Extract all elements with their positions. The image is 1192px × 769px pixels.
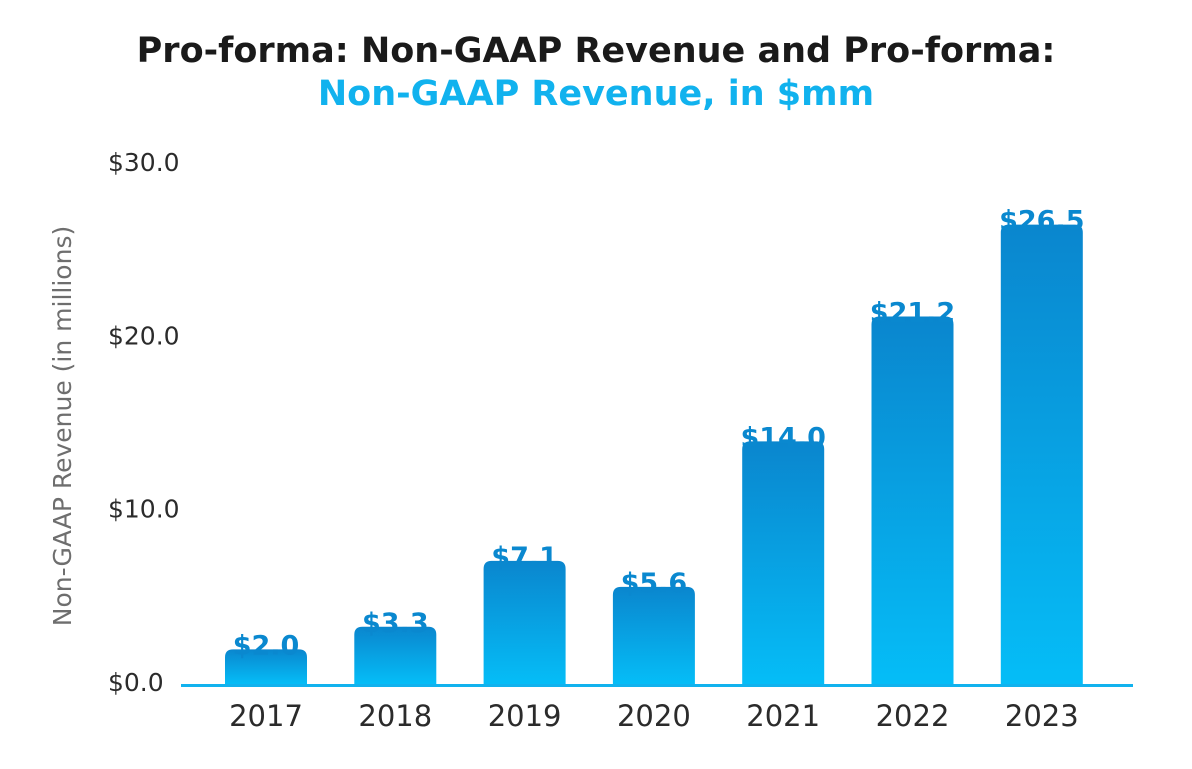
- bar-2018: [354, 626, 437, 684]
- y-axis-title: Non-GAAP Revenue (in millions): [48, 226, 77, 626]
- x-tick-label-2019: 2019: [488, 699, 562, 733]
- data-label-2022: $21.2: [870, 298, 955, 329]
- data-label-2019: $7.1: [491, 542, 558, 573]
- x-tick-label-2018: 2018: [358, 699, 432, 733]
- data-label-2017: $2.0: [233, 630, 300, 661]
- bar-2022: [871, 316, 954, 684]
- y-tick-label: $0.0: [108, 668, 164, 697]
- x-tick-label-2021: 2021: [746, 699, 820, 733]
- data-label-2020: $5.6: [621, 568, 688, 599]
- x-tick-label-2023: 2023: [1005, 699, 1079, 733]
- data-label-2021: $14.0: [740, 422, 825, 453]
- bar-2020: [612, 586, 695, 684]
- data-labels: $2.0 $3.3 $7.1 $5.6 $14.0 $21.2 $26.5: [233, 206, 1085, 662]
- x-tick-label-2020: 2020: [617, 699, 691, 733]
- bar-2017: [225, 649, 307, 684]
- bar-2021: [742, 441, 825, 684]
- y-tick-label: $30.0: [108, 148, 180, 177]
- y-tick-label: $10.0: [108, 495, 180, 524]
- x-tick-labels: 2017 2018 2019 2020 2021 2022 2023: [229, 699, 1079, 733]
- bar-2023: [1000, 224, 1083, 684]
- chart-subtitle: Non-GAAP Revenue, in $mm: [317, 74, 875, 114]
- bar-2019: [483, 560, 566, 684]
- x-tick-label-2017: 2017: [229, 699, 303, 733]
- chart-title: Pro-forma: Non-GAAP Revenue and Pro-form…: [136, 31, 1056, 71]
- y-tick-label: $20.0: [108, 321, 180, 350]
- bars: [225, 224, 1083, 684]
- data-label-2018: $3.3: [362, 608, 429, 639]
- y-tick-labels: $0.0 $10.0 $20.0 $30.0: [108, 148, 180, 697]
- data-label-2023: $26.5: [999, 206, 1084, 237]
- x-tick-label-2022: 2022: [876, 699, 950, 733]
